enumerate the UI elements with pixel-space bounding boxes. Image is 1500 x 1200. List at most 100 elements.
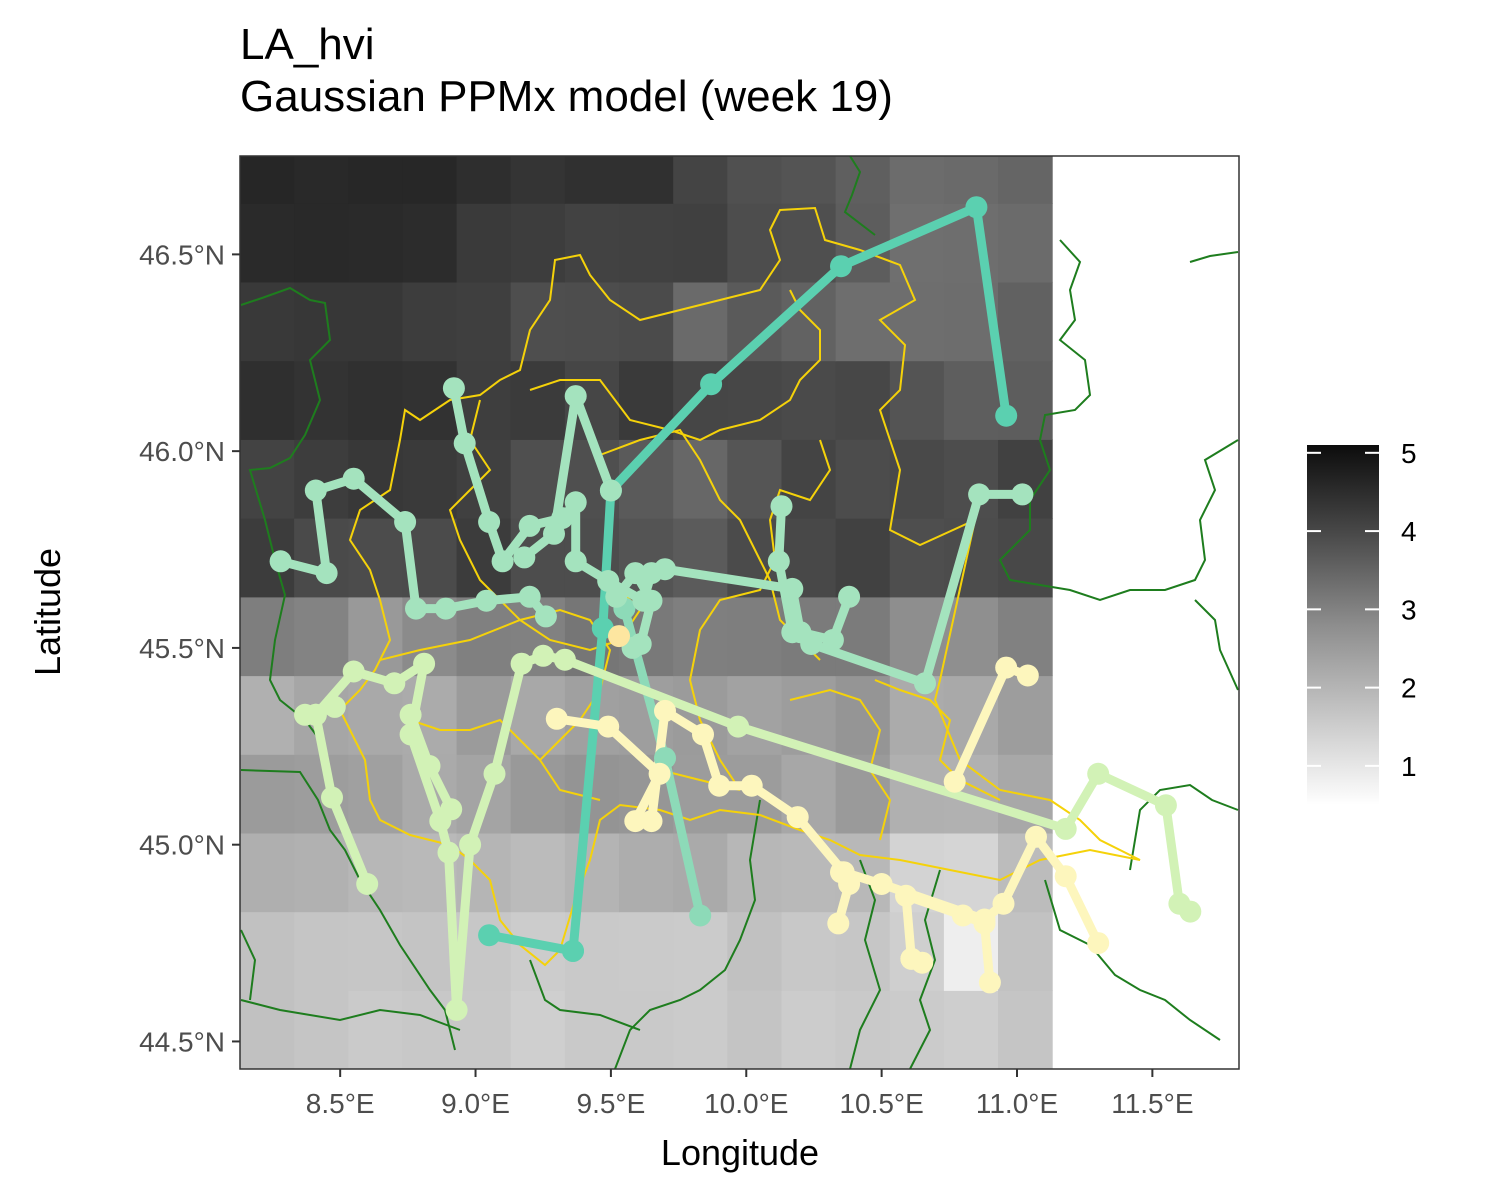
series-point	[978, 971, 1001, 994]
heatmap-cell	[456, 156, 512, 204]
heatmap-cell	[673, 156, 728, 204]
y-tick-label: 46.5°N	[139, 239, 225, 270]
heatmap-cell	[727, 911, 782, 991]
series-point	[315, 562, 338, 585]
series-point	[624, 562, 647, 585]
series-point	[965, 196, 988, 219]
heatmap-cell	[294, 156, 349, 204]
series-point	[269, 550, 292, 573]
heatmap-cell	[998, 911, 1053, 991]
heatmap-cell	[294, 990, 349, 1069]
heatmap-cell	[619, 203, 674, 283]
province-boundary	[789, 688, 892, 841]
series-point	[800, 633, 823, 655]
heatmap-cell	[835, 360, 891, 440]
heatmap-cell	[402, 281, 458, 362]
heatmap-cell	[294, 203, 349, 283]
heatmap-cell	[240, 675, 295, 755]
heatmap-cell	[835, 156, 891, 204]
series-point	[543, 522, 565, 545]
heatmap-cell	[673, 439, 728, 519]
series-point	[475, 589, 498, 612]
heatmap-cell	[294, 911, 349, 991]
series-line	[519, 391, 616, 562]
heatmap-cell	[564, 990, 620, 1069]
heatmap-cell	[727, 990, 782, 1069]
series-point	[700, 373, 723, 396]
heatmap-cell	[348, 754, 403, 834]
heatmap-cell	[348, 281, 403, 362]
series-point	[342, 660, 365, 683]
series-point	[599, 479, 622, 502]
series-point	[483, 762, 506, 785]
series-point	[459, 833, 482, 856]
series-point	[654, 699, 676, 722]
series-point	[1011, 483, 1034, 506]
series-point	[356, 873, 379, 895]
series-point	[781, 577, 804, 600]
heatmap-cell	[240, 596, 295, 677]
series-point	[413, 652, 436, 675]
region-boundary	[1129, 783, 1239, 871]
series-point	[992, 892, 1015, 915]
heatmap-cell	[510, 360, 566, 440]
series-point	[740, 774, 763, 797]
heatmap-cell	[294, 596, 349, 677]
heatmap-cell	[998, 156, 1053, 204]
series-point	[510, 652, 533, 675]
region-boundary	[998, 239, 1239, 602]
heatmap-cell	[294, 360, 349, 440]
heatmap-cell	[348, 911, 403, 991]
heatmap-cell	[456, 281, 512, 362]
heatmap-cell	[619, 281, 674, 362]
region-boundary	[240, 286, 332, 741]
series-point	[900, 947, 923, 970]
series-point	[518, 514, 541, 537]
heatmap-cell	[889, 156, 945, 204]
heatmap-cell	[564, 281, 620, 362]
province-boundary	[529, 289, 821, 442]
heatmap-cell	[781, 156, 837, 204]
heatmap-cell	[348, 360, 403, 440]
series-layer	[269, 196, 1202, 1021]
series-point	[648, 762, 671, 785]
heatmap-cell	[240, 832, 295, 913]
series-point	[692, 723, 714, 746]
series-point	[399, 723, 422, 746]
heatmap-cell	[943, 156, 999, 204]
x-tick-label: 10.0°E	[704, 1088, 788, 1119]
legend: 1 2 3 4 5	[1307, 438, 1417, 805]
series-point	[491, 550, 514, 573]
series-point	[437, 841, 460, 864]
heatmap-cell	[943, 990, 999, 1069]
x-axis-label: Longitude	[660, 1132, 820, 1173]
heatmap-cell	[781, 911, 837, 991]
legend-tick-label: 5	[1401, 438, 1417, 469]
region-boundary	[1189, 251, 1239, 263]
region-boundary	[849, 859, 882, 1069]
heatmap-cell	[240, 281, 295, 362]
heatmap-cell	[943, 596, 999, 677]
legend-tick-label: 4	[1401, 516, 1417, 547]
series-point	[440, 798, 463, 821]
heatmap-cell	[673, 990, 728, 1069]
province-boundary	[688, 439, 832, 791]
heatmap-cell	[619, 990, 674, 1069]
heatmap-cell	[510, 832, 566, 913]
legend-tick-label: 2	[1401, 673, 1417, 704]
heatmap-cell	[294, 832, 349, 913]
series-point	[1054, 865, 1077, 888]
x-tick-label: 11.5°E	[1111, 1088, 1193, 1119]
heatmap-cell	[456, 203, 512, 283]
series-point	[870, 873, 893, 895]
series-point	[418, 755, 441, 777]
series-line	[449, 383, 854, 645]
series-point	[973, 912, 996, 935]
heatmap-cell	[889, 754, 945, 834]
province-boundary	[409, 718, 541, 761]
heatmap-cell	[835, 439, 891, 519]
series-point	[399, 703, 422, 726]
series-point	[478, 924, 501, 947]
region-boundary	[240, 999, 461, 1031]
heatmap-cell	[998, 990, 1053, 1069]
